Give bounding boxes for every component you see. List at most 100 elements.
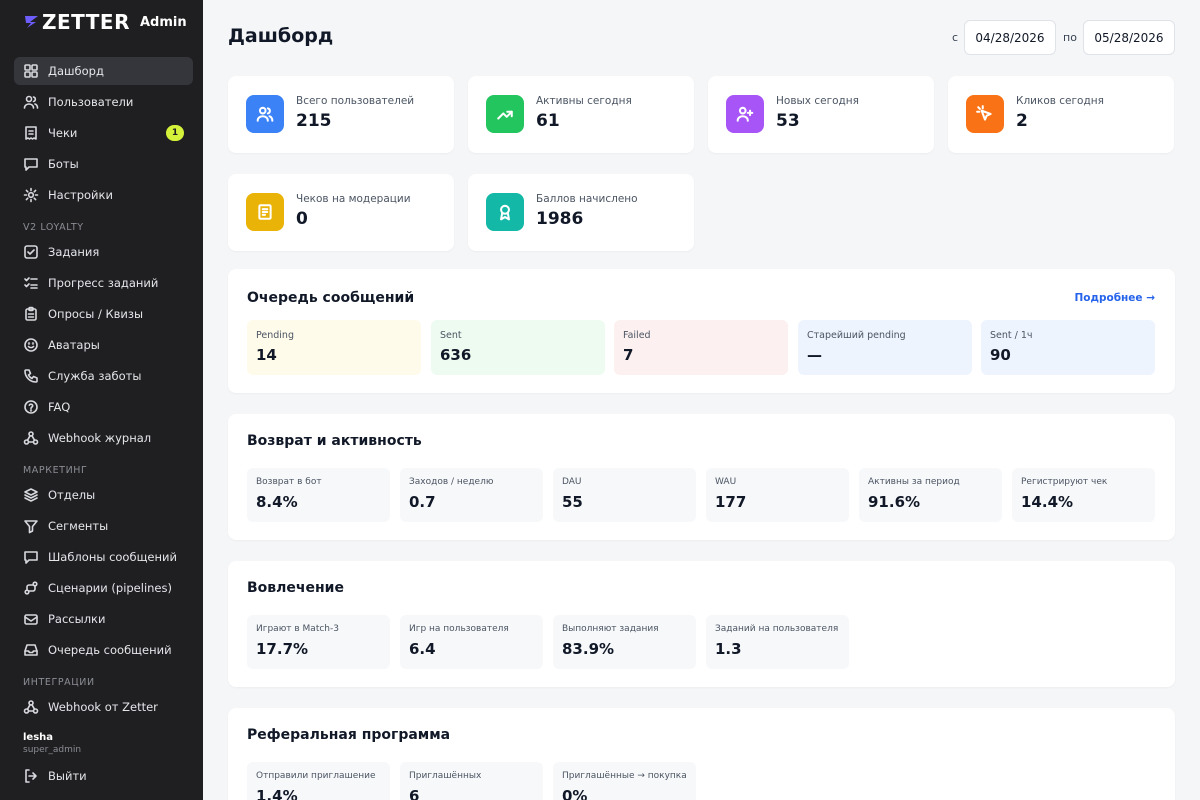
users-icon bbox=[23, 94, 39, 110]
stat-card-points-awarded: Баллов начислено 1986 bbox=[468, 174, 694, 251]
sidebar-item-settings[interactable]: Настройки bbox=[14, 181, 193, 209]
sidebar-item-label: Сценарии (pipelines) bbox=[48, 581, 172, 595]
sidebar-item-task-progress[interactable]: Прогресс заданий bbox=[14, 269, 193, 297]
brand[interactable]: ZETTER Admin bbox=[24, 10, 187, 34]
metric-card: Активны за период 91.6% bbox=[859, 468, 1002, 522]
date-to-input[interactable]: 05/28/2026 bbox=[1083, 20, 1175, 55]
sidebar-item-pipelines[interactable]: Сценарии (pipelines) bbox=[14, 574, 193, 602]
inbox-icon bbox=[23, 642, 39, 658]
sidebar-item-tasks[interactable]: Задания bbox=[14, 238, 193, 266]
webhook-icon bbox=[23, 699, 39, 715]
sidebar-item-label: Прогресс заданий bbox=[48, 276, 159, 290]
sidebar-item-bots[interactable]: Боты bbox=[14, 150, 193, 178]
metric-card: WAU 177 bbox=[706, 468, 849, 522]
queue-sent: Sent 636 bbox=[431, 320, 605, 375]
sidebar-item-message-queue[interactable]: Очередь сообщений bbox=[14, 636, 193, 664]
sidebar-item-departments[interactable]: Отделы bbox=[14, 481, 193, 509]
metric-value: 6 bbox=[409, 787, 420, 800]
stat-value: 215 bbox=[296, 111, 332, 131]
sidebar-item-segments[interactable]: Сегменты bbox=[14, 512, 193, 540]
stat-label: Новых сегодня bbox=[776, 95, 859, 107]
metric-value: 1.4% bbox=[256, 787, 298, 800]
sidebar-item-label: Шаблоны сообщений bbox=[48, 550, 177, 564]
sidebar-item-label: Webhook от Zetter bbox=[48, 700, 158, 714]
sidebar-item-label: Боты bbox=[48, 157, 79, 171]
metric-label: Sent bbox=[440, 330, 462, 341]
panel-title: Возврат и активность bbox=[247, 433, 422, 449]
logo-text: ZETTER bbox=[42, 10, 130, 34]
metric-label: Выполняют задания bbox=[562, 624, 659, 634]
zetter-logo-icon bbox=[25, 16, 38, 28]
stat-card-total-users: Всего пользователей 215 bbox=[228, 76, 454, 153]
sidebar-item-label: Служба заботы bbox=[48, 369, 142, 383]
sidebar-item-avatars[interactable]: Аватары bbox=[14, 331, 193, 359]
metric-label: DAU bbox=[562, 477, 582, 487]
metric-value: 6.4 bbox=[409, 640, 436, 658]
sidebar-item-label: FAQ bbox=[48, 400, 71, 414]
logout-button[interactable]: Выйти bbox=[14, 762, 193, 790]
metric-label: Приглашённые → покупка bbox=[562, 771, 687, 781]
sidebar-item-dashboard[interactable]: Дашборд bbox=[14, 57, 193, 85]
webhook-icon bbox=[23, 430, 39, 446]
user-plus-icon bbox=[726, 95, 764, 133]
metric-value: 0.7 bbox=[409, 493, 436, 511]
sidebar-item-users[interactable]: Пользователи bbox=[14, 88, 193, 116]
metric-label: WAU bbox=[715, 477, 737, 487]
trend-up-icon bbox=[486, 95, 524, 133]
metric-label: Sent / 1ч bbox=[990, 330, 1033, 341]
metric-label: Регистрируют чек bbox=[1021, 477, 1108, 487]
sidebar-item-support[interactable]: Служба заботы bbox=[14, 362, 193, 390]
metric-value: 14.4% bbox=[1021, 493, 1074, 511]
metric-value: 636 bbox=[440, 346, 472, 364]
panel-title: Очередь сообщений bbox=[247, 290, 415, 306]
metric-label: Возврат в бот bbox=[256, 477, 322, 487]
metric-label: Заходов / неделю bbox=[409, 477, 494, 487]
sidebar-item-zetter-webhook[interactable]: Webhook от Zetter bbox=[14, 693, 193, 721]
metric-value: 17.7% bbox=[256, 640, 309, 658]
stat-label: Активны сегодня bbox=[536, 95, 632, 107]
metric-value: 177 bbox=[715, 493, 747, 511]
sidebar-item-label: Очередь сообщений bbox=[48, 643, 172, 657]
sidebar-item-label: Webhook журнал bbox=[48, 431, 152, 445]
metric-label: Старейший pending bbox=[807, 330, 906, 341]
receipt-icon bbox=[23, 125, 39, 141]
sidebar-item-label: Задания bbox=[48, 245, 100, 259]
sidebar-item-message-templates[interactable]: Шаблоны сообщений bbox=[14, 543, 193, 571]
logout-icon bbox=[23, 768, 39, 784]
date-from-input[interactable]: 04/28/2026 bbox=[964, 20, 1056, 55]
current-user-name: lesha bbox=[23, 732, 54, 743]
award-icon bbox=[486, 193, 524, 231]
sidebar-section-loyalty: V2 LOYALTY bbox=[23, 222, 84, 233]
page-title: Дашборд bbox=[228, 25, 334, 47]
smile-icon bbox=[23, 337, 39, 353]
metric-value: 91.6% bbox=[868, 493, 921, 511]
sidebar-item-mailings[interactable]: Рассылки bbox=[14, 605, 193, 633]
sidebar-item-label: Отделы bbox=[48, 488, 96, 502]
sidebar-item-surveys[interactable]: Опросы / Квизы bbox=[14, 300, 193, 328]
sidebar-item-faq[interactable]: FAQ bbox=[14, 393, 193, 421]
metric-card: Играют в Match-3 17.7% bbox=[247, 615, 390, 669]
stat-card-receipts-moderation: Чеков на модерации 0 bbox=[228, 174, 454, 251]
current-user-role: super_admin bbox=[23, 745, 82, 755]
panel-title: Вовлечение bbox=[247, 580, 344, 596]
filter-icon bbox=[23, 518, 39, 534]
stat-card-active-today: Активны сегодня 61 bbox=[468, 76, 694, 153]
send-icon bbox=[23, 611, 39, 627]
metric-card: DAU 55 bbox=[553, 468, 696, 522]
zetter-logo: ZETTER bbox=[24, 10, 130, 34]
metric-label: Pending bbox=[256, 330, 294, 341]
sidebar-item-label: Настройки bbox=[48, 188, 113, 202]
sidebar-item-webhook-log[interactable]: Webhook журнал bbox=[14, 424, 193, 452]
metric-label: Заданий на пользователя bbox=[715, 624, 839, 634]
list-check-icon bbox=[23, 275, 39, 291]
sidebar-item-receipts[interactable]: Чеки 1 bbox=[14, 119, 193, 147]
referral-panel: Реферальная программа Отправили приглаше… bbox=[228, 708, 1175, 800]
message-icon bbox=[23, 549, 39, 565]
metric-label: Активны за период bbox=[868, 477, 960, 487]
retention-panel: Возврат и активность Возврат в бот 8.4% … bbox=[228, 414, 1175, 540]
stat-value: 53 bbox=[776, 111, 800, 131]
metric-value: 55 bbox=[562, 493, 583, 511]
message-queue-panel: Очередь сообщений Подробнее → Pending 14… bbox=[228, 269, 1175, 393]
stat-card-new-today: Новых сегодня 53 bbox=[708, 76, 934, 153]
queue-details-link[interactable]: Подробнее → bbox=[1074, 292, 1156, 304]
